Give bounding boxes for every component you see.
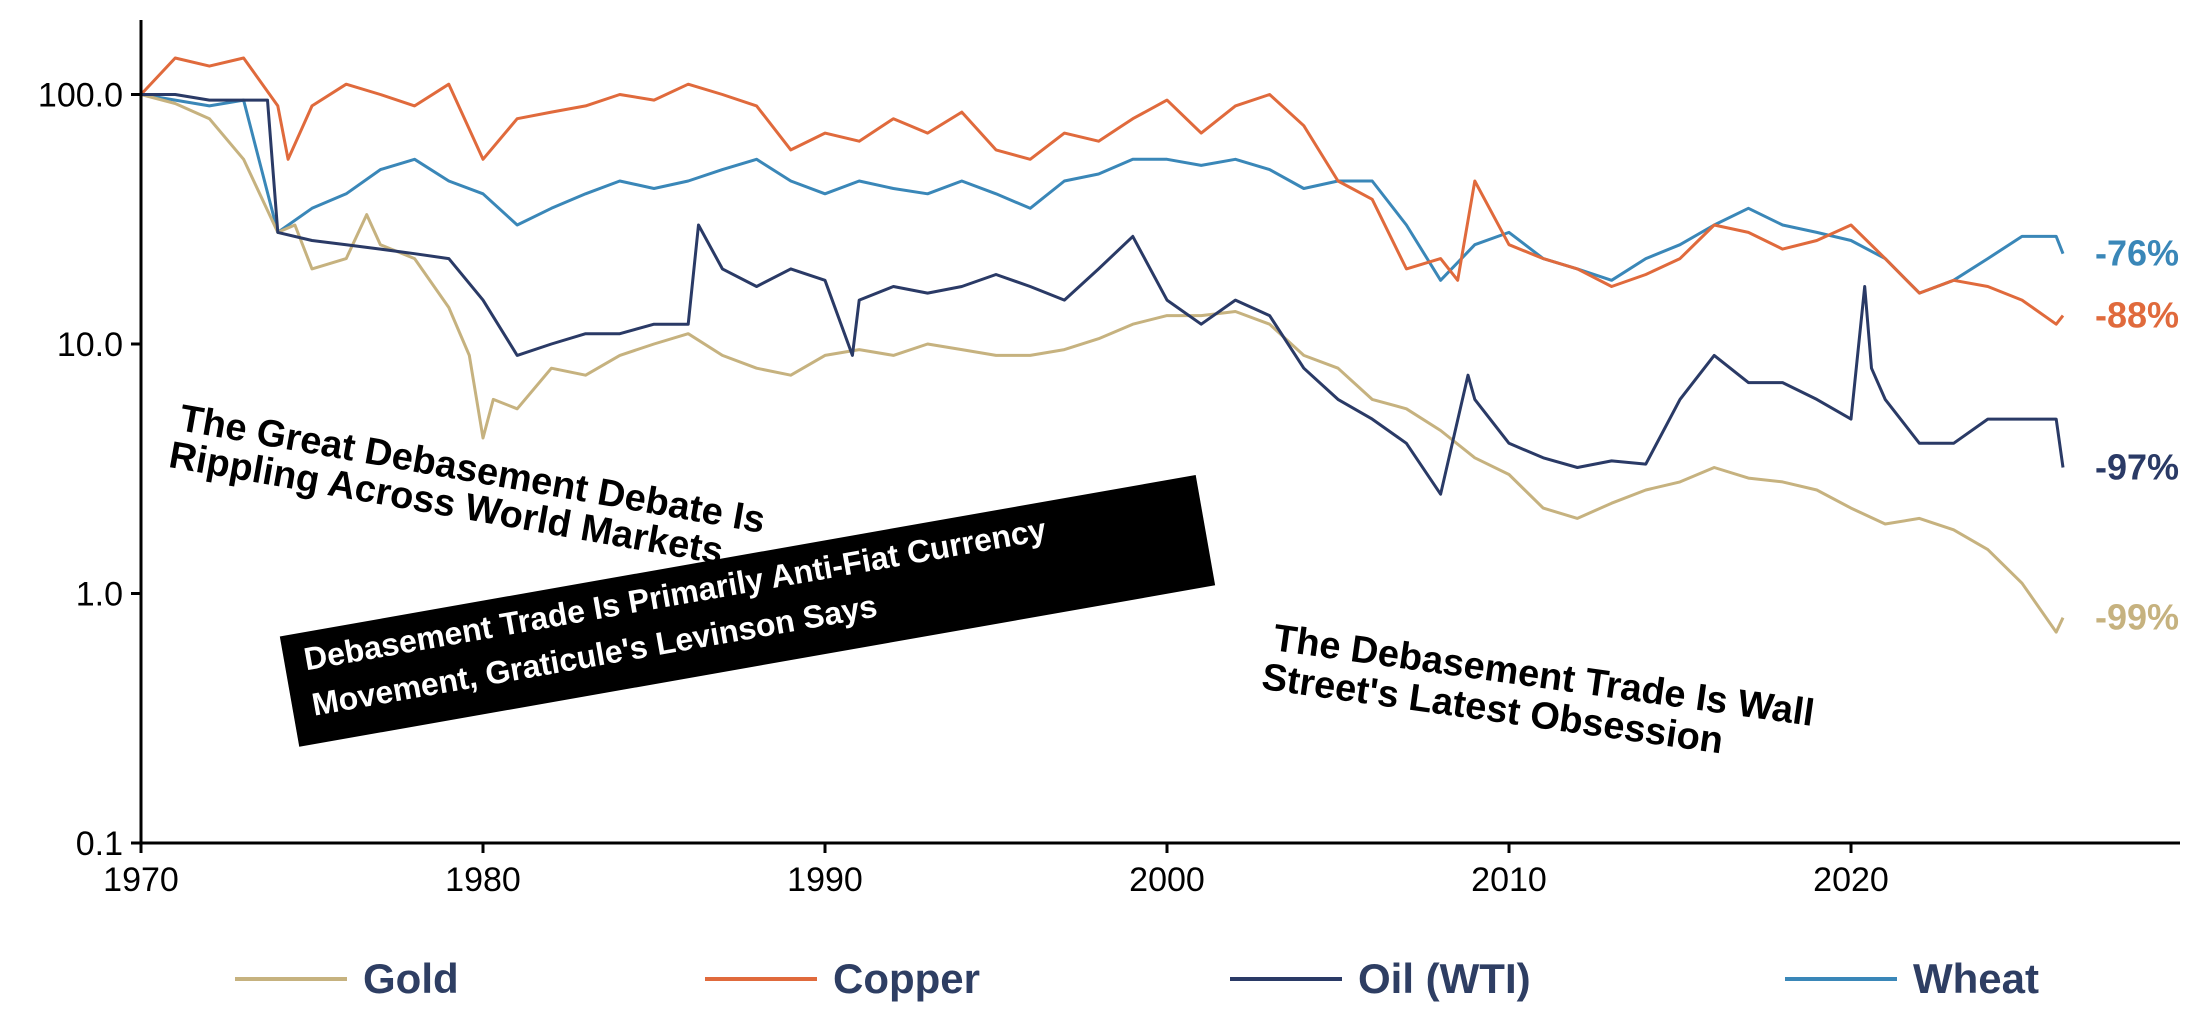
end-labels: -99% -88% -97% -76% bbox=[2095, 233, 2179, 638]
legend-label: Gold bbox=[363, 955, 459, 1002]
series-line-gold bbox=[140, 93, 2065, 634]
y-tick-label: 0.1 bbox=[76, 825, 123, 863]
x-tick-label: 2000 bbox=[1129, 861, 1205, 899]
legend: Gold Copper Oil (WTI) Wheat bbox=[235, 955, 2039, 1002]
series-line-wheat bbox=[140, 93, 2065, 295]
y-tick-label: 10.0 bbox=[57, 326, 123, 364]
end-label: -99% bbox=[2095, 597, 2179, 638]
x-ticks: 1970 1980 1990 2000 2010 2020 bbox=[103, 843, 1889, 899]
x-tick-label: 2020 bbox=[1813, 861, 1889, 899]
y-ticks: 0.1 1.0 10.0 100.0 bbox=[38, 77, 141, 863]
legend-label: Copper bbox=[833, 955, 980, 1002]
series-line-oil-wti bbox=[141, 93, 2065, 496]
legend-label: Oil (WTI) bbox=[1358, 955, 1531, 1002]
headline-2-box bbox=[279, 474, 1216, 747]
series-line-copper bbox=[139, 56, 2065, 326]
x-tick-label: 1990 bbox=[787, 861, 863, 899]
y-tick-label: 100.0 bbox=[38, 77, 123, 115]
y-tick-label: 1.0 bbox=[76, 576, 123, 614]
legend-label: Wheat bbox=[1913, 955, 2039, 1002]
end-label: -76% bbox=[2095, 233, 2179, 274]
x-tick-label: 1980 bbox=[445, 861, 521, 899]
x-tick-label: 2010 bbox=[1471, 861, 1547, 899]
end-label: -88% bbox=[2095, 295, 2179, 336]
headline-1: The Great Debasement Debate Is Rippling … bbox=[166, 398, 768, 574]
headline-3: The Debasement Trade Is Wall Street's La… bbox=[1259, 617, 1817, 762]
axes bbox=[139, 20, 2180, 845]
end-label: -97% bbox=[2095, 446, 2179, 487]
plot-series bbox=[139, 56, 2065, 634]
x-tick-label: 1970 bbox=[103, 861, 179, 899]
